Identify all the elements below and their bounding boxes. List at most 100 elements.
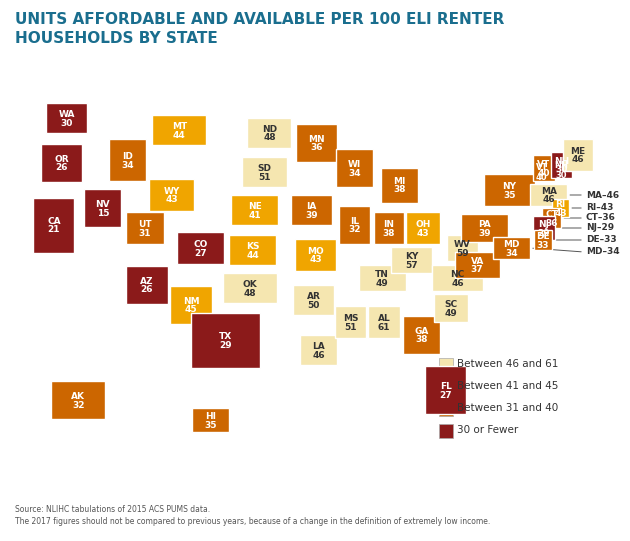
Text: 37: 37 <box>471 266 483 274</box>
FancyBboxPatch shape <box>551 152 572 178</box>
Text: 61: 61 <box>378 322 391 332</box>
Text: WV: WV <box>454 240 471 249</box>
FancyBboxPatch shape <box>455 252 500 278</box>
Text: 51: 51 <box>258 173 271 181</box>
Text: UT: UT <box>138 220 152 229</box>
Text: 44: 44 <box>246 250 259 260</box>
Text: 26: 26 <box>140 286 153 294</box>
Text: 44: 44 <box>173 130 186 140</box>
Text: CT: CT <box>545 210 558 219</box>
Text: IN: IN <box>384 220 394 229</box>
Text: MT: MT <box>171 122 187 131</box>
Text: RI: RI <box>555 200 566 209</box>
Text: 30: 30 <box>555 166 568 175</box>
Text: KY: KY <box>405 252 418 261</box>
Text: FL: FL <box>440 382 452 391</box>
Text: CO: CO <box>193 240 208 249</box>
Text: MS: MS <box>343 314 358 323</box>
FancyBboxPatch shape <box>493 237 530 259</box>
Text: 40: 40 <box>536 174 547 182</box>
Text: TX: TX <box>219 332 232 341</box>
Text: Between 46 and 61: Between 46 and 61 <box>457 359 558 369</box>
Text: 51: 51 <box>345 322 357 332</box>
FancyBboxPatch shape <box>191 313 260 367</box>
Text: 48: 48 <box>244 288 256 298</box>
Text: 40: 40 <box>537 168 550 177</box>
FancyBboxPatch shape <box>439 424 452 438</box>
Text: 57: 57 <box>405 261 418 269</box>
Text: 38: 38 <box>415 335 428 345</box>
FancyBboxPatch shape <box>152 115 206 145</box>
Text: 27: 27 <box>440 391 452 399</box>
Text: IA: IA <box>306 202 317 211</box>
Text: 38: 38 <box>382 228 395 237</box>
Text: RI–43: RI–43 <box>586 203 613 213</box>
Text: 34: 34 <box>348 168 361 177</box>
FancyBboxPatch shape <box>243 157 287 187</box>
Text: 45: 45 <box>185 306 197 314</box>
Text: 36: 36 <box>546 219 558 228</box>
FancyBboxPatch shape <box>391 247 432 273</box>
FancyBboxPatch shape <box>533 216 554 240</box>
FancyBboxPatch shape <box>369 306 400 338</box>
Text: AL: AL <box>378 314 391 323</box>
Text: 49: 49 <box>444 308 457 318</box>
Text: MO: MO <box>307 247 324 256</box>
Text: Between 41 and 45: Between 41 and 45 <box>457 381 558 391</box>
Text: MA: MA <box>541 187 557 196</box>
FancyBboxPatch shape <box>461 214 508 242</box>
FancyBboxPatch shape <box>300 335 337 365</box>
FancyBboxPatch shape <box>381 168 418 202</box>
Text: 46: 46 <box>451 279 464 287</box>
Text: 29: 29 <box>537 228 550 237</box>
Text: WY: WY <box>163 187 180 196</box>
FancyBboxPatch shape <box>339 206 370 244</box>
FancyBboxPatch shape <box>432 265 483 291</box>
Text: 43: 43 <box>165 195 178 204</box>
FancyBboxPatch shape <box>46 103 87 133</box>
Text: 29: 29 <box>219 340 232 349</box>
FancyBboxPatch shape <box>447 235 478 261</box>
Text: 38: 38 <box>394 186 406 195</box>
FancyBboxPatch shape <box>403 316 440 354</box>
Text: 32: 32 <box>72 400 84 410</box>
FancyBboxPatch shape <box>223 273 277 303</box>
Text: 50: 50 <box>307 300 319 309</box>
FancyBboxPatch shape <box>439 380 452 394</box>
Text: DE: DE <box>536 232 549 241</box>
Text: VA: VA <box>471 257 484 266</box>
FancyBboxPatch shape <box>291 195 332 225</box>
FancyBboxPatch shape <box>542 208 561 228</box>
Text: NJ–29: NJ–29 <box>586 223 614 233</box>
Text: 35: 35 <box>204 420 217 430</box>
Text: 39: 39 <box>479 228 491 237</box>
FancyBboxPatch shape <box>374 212 404 244</box>
FancyBboxPatch shape <box>563 139 593 171</box>
FancyBboxPatch shape <box>439 402 452 416</box>
Text: 41: 41 <box>248 210 261 220</box>
Text: AR: AR <box>307 292 321 301</box>
Text: MD–34: MD–34 <box>586 247 619 256</box>
Text: NH: NH <box>554 157 569 166</box>
Text: ND: ND <box>262 125 277 134</box>
Text: WA: WA <box>59 110 75 119</box>
Text: ID: ID <box>122 152 133 161</box>
Text: 15: 15 <box>96 208 109 217</box>
Text: 34: 34 <box>505 248 518 258</box>
Text: WI: WI <box>348 160 361 169</box>
Text: 43: 43 <box>309 255 322 265</box>
FancyBboxPatch shape <box>406 212 440 244</box>
FancyBboxPatch shape <box>335 306 367 338</box>
Text: 46: 46 <box>542 195 555 204</box>
Text: 30: 30 <box>60 118 73 128</box>
FancyBboxPatch shape <box>293 285 334 315</box>
FancyBboxPatch shape <box>358 265 406 291</box>
Text: CT–36: CT–36 <box>586 214 616 222</box>
FancyBboxPatch shape <box>552 199 570 217</box>
FancyBboxPatch shape <box>127 266 168 304</box>
FancyBboxPatch shape <box>84 189 122 227</box>
FancyBboxPatch shape <box>433 294 468 322</box>
Text: HI: HI <box>205 412 216 421</box>
Text: MI: MI <box>394 177 406 186</box>
Text: 21: 21 <box>48 226 60 234</box>
